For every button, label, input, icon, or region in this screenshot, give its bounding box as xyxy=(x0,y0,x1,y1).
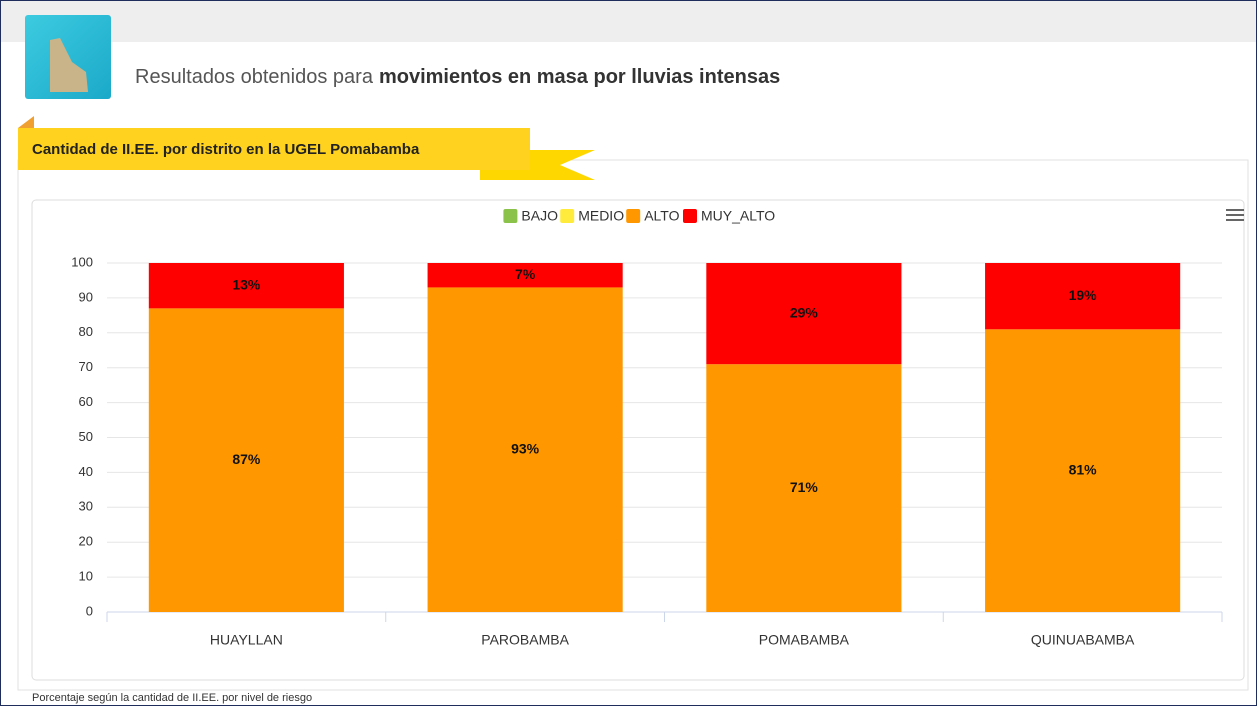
title-prefix: Resultados obtenidos para xyxy=(135,66,374,88)
data-label: 29% xyxy=(790,304,819,320)
data-label: 87% xyxy=(232,451,261,467)
title-bold: movimientos en masa por lluvias intensas xyxy=(379,66,780,88)
y-tick-label: 30 xyxy=(79,499,93,514)
data-label: 19% xyxy=(1069,287,1098,303)
y-tick-label: 40 xyxy=(79,464,93,479)
y-tick-label: 0 xyxy=(86,603,93,618)
ribbon-label: Cantidad de II.EE. por distrito en la UG… xyxy=(32,141,420,158)
data-label: 93% xyxy=(511,440,540,456)
icon-landslide xyxy=(50,38,88,92)
data-label: 81% xyxy=(1069,461,1098,477)
bar-segment xyxy=(985,263,1181,330)
x-tick-label: POMABAMBA xyxy=(759,632,850,648)
legend-label: ALTO xyxy=(644,208,679,224)
menu-line xyxy=(1226,214,1244,216)
legend-swatch xyxy=(560,209,575,223)
y-tick-label: 10 xyxy=(79,569,93,584)
legend-item[interactable]: BAJO xyxy=(503,208,558,224)
menu-line xyxy=(1226,209,1244,211)
legend-swatch xyxy=(503,209,518,223)
x-tick-label: PAROBAMBA xyxy=(481,632,569,648)
y-tick-label: 20 xyxy=(79,534,93,549)
footer-note: Porcentaje según la cantidad de II.EE. p… xyxy=(32,692,312,704)
bar-segment xyxy=(148,308,344,612)
bar-segment xyxy=(148,263,344,309)
data-label: 71% xyxy=(790,479,819,495)
y-tick-label: 70 xyxy=(79,359,93,374)
x-tick-label: HUAYLLAN xyxy=(210,632,283,648)
legend-item[interactable]: ALTO xyxy=(626,208,680,224)
bar-segment xyxy=(985,329,1181,612)
y-tick-label: 90 xyxy=(79,289,93,304)
data-label: 7% xyxy=(515,266,536,282)
y-tick-label: 100 xyxy=(71,254,93,269)
y-tick-label: 60 xyxy=(79,394,93,409)
ribbon xyxy=(18,128,530,170)
top-bar xyxy=(0,0,1257,42)
x-tick-label: QUINUABAMBA xyxy=(1031,632,1135,648)
legend-swatch xyxy=(626,209,641,223)
menu-line xyxy=(1226,219,1244,221)
menu-icon[interactable] xyxy=(1226,209,1244,221)
legend-swatch xyxy=(683,209,697,223)
ribbon-fold xyxy=(18,116,34,128)
legend-label: MEDIO xyxy=(578,208,624,224)
page-title: Resultados obtenidos para movimientos en … xyxy=(135,66,780,88)
bar-segment xyxy=(427,263,623,288)
data-label: 13% xyxy=(232,276,261,292)
y-tick-label: 50 xyxy=(79,429,93,444)
legend-item[interactable]: MUY_ALTO xyxy=(683,208,775,224)
bar-segment xyxy=(706,263,902,365)
y-tick-label: 80 xyxy=(79,324,93,339)
legend-label: MUY_ALTO xyxy=(701,208,775,224)
bar-segment xyxy=(706,364,902,612)
bar-segment xyxy=(427,287,623,612)
panel xyxy=(17,159,1249,691)
legend-label: BAJO xyxy=(521,208,558,224)
legend-item[interactable]: MEDIO xyxy=(560,208,624,224)
